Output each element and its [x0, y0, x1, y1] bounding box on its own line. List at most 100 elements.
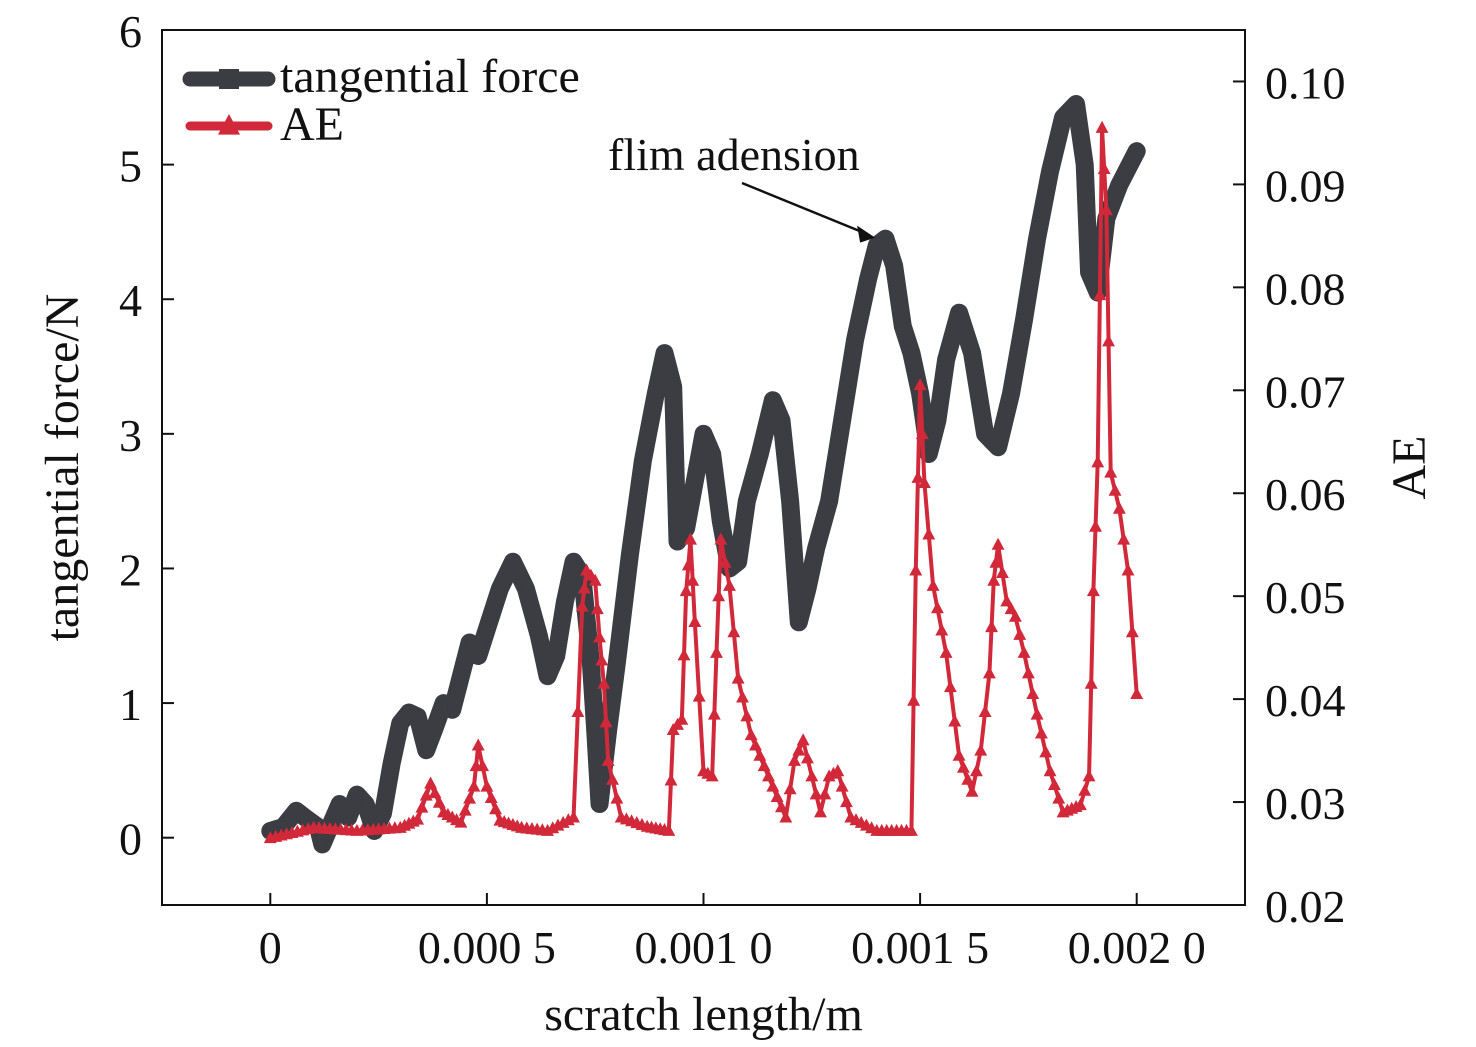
ae-point — [1017, 645, 1031, 658]
tangential-force-point — [720, 539, 731, 550]
ae-point — [664, 773, 678, 786]
ae-point — [577, 581, 591, 594]
x-axis-tick-label: 0.001 5 — [851, 922, 989, 973]
tangential-force-point — [538, 650, 549, 661]
tangential-force-point — [672, 536, 683, 547]
ae-point — [948, 714, 962, 727]
tangential-force-point — [746, 480, 757, 491]
tangential-force-point — [945, 339, 956, 350]
ae-point — [1117, 532, 1131, 545]
ae-point — [956, 760, 970, 773]
tangential-force-point — [1105, 202, 1116, 213]
tangential-force-point — [889, 260, 900, 271]
tangential-force-point — [559, 597, 570, 608]
tangential-force-point — [919, 418, 930, 429]
tangential-force-point — [741, 496, 752, 507]
ae-point — [935, 623, 949, 636]
tangential-force-point — [611, 657, 622, 668]
ae-point — [575, 599, 589, 612]
ae-point — [922, 527, 936, 540]
ae-point — [467, 779, 481, 792]
ae-point — [1030, 707, 1044, 720]
tangential-force-point — [1001, 406, 1012, 417]
tangential-force-point — [520, 583, 531, 594]
tangential-force-point — [555, 624, 566, 635]
ae-point — [762, 769, 775, 782]
ae-point — [969, 764, 983, 777]
tangential-force-point — [819, 511, 830, 522]
ae-point — [943, 680, 957, 693]
ae-point — [835, 779, 849, 792]
ae-point — [692, 689, 706, 702]
ae-point — [588, 573, 602, 586]
tangential-force-point — [633, 487, 644, 498]
tangential-force-point — [975, 401, 986, 412]
tangential-force-point — [447, 704, 458, 715]
y2-axis-label: AE — [1383, 436, 1436, 500]
ae-point — [978, 704, 992, 718]
ae-point — [788, 753, 801, 766]
tangential-force-point — [1131, 146, 1142, 157]
ae-point — [818, 787, 832, 800]
tangential-force-point — [468, 644, 479, 655]
ae-point — [727, 625, 741, 638]
tangential-force-point — [616, 621, 627, 632]
ae-point — [1078, 783, 1092, 796]
tangential-force-point — [828, 469, 839, 480]
tangential-force-point — [412, 711, 423, 722]
ae-point — [714, 532, 728, 545]
tangential-force-point — [789, 556, 800, 567]
tangential-force-point — [949, 323, 960, 334]
tangential-force-point — [906, 348, 917, 359]
tangential-force-point — [572, 563, 583, 574]
tangential-force-point — [477, 637, 488, 648]
ae-point — [595, 653, 609, 666]
tangential-force-point — [694, 452, 705, 463]
ae-point — [424, 776, 438, 789]
tangential-force-point — [425, 733, 436, 744]
tangential-force-point — [373, 817, 384, 828]
ae-point — [770, 789, 784, 802]
tangential-force-point — [659, 348, 670, 359]
tangential-force-point — [1118, 171, 1129, 182]
ae-point — [675, 712, 689, 725]
tangential-force-point — [334, 799, 345, 810]
tangential-force-point — [629, 518, 640, 529]
ae-point — [1102, 334, 1115, 347]
tangential-force-point — [1006, 388, 1017, 399]
tangential-force-point — [338, 805, 349, 816]
ae-point — [471, 738, 485, 751]
tangential-force-point — [993, 442, 1004, 453]
tangential-force-point — [737, 526, 748, 537]
tangential-force-point — [490, 597, 501, 608]
tangential-force-point — [863, 274, 874, 285]
ae-point — [740, 709, 754, 722]
tangential-force-point — [815, 527, 826, 538]
tangential-force-point — [715, 516, 726, 527]
y2-axis-tick-label: 0.06 — [1265, 469, 1346, 520]
ae-series — [263, 120, 1144, 844]
tangential-force-point — [399, 712, 410, 723]
tangential-force-point — [902, 334, 913, 345]
ae-point — [1082, 769, 1096, 782]
y-axis-label: tangential force/N — [36, 294, 89, 642]
ae-point — [1073, 798, 1087, 811]
tangential-force-point — [763, 413, 774, 424]
tangential-force-point — [315, 830, 326, 841]
tangential-force-point — [377, 808, 388, 819]
tangential-force-point — [395, 718, 406, 729]
tangential-force-point — [1027, 260, 1038, 271]
ae-point — [428, 786, 442, 799]
tangential-force-point — [767, 395, 778, 406]
tangential-force-point — [733, 556, 744, 567]
ae-point — [681, 558, 695, 571]
tangential-force-point — [386, 758, 397, 769]
ae-point — [415, 800, 429, 813]
ae-point — [484, 790, 498, 803]
ae-point — [476, 759, 490, 772]
ae-point — [775, 800, 788, 813]
tangential-force-point — [954, 307, 965, 318]
ae-point — [805, 769, 819, 782]
tangential-force-point — [546, 661, 557, 672]
